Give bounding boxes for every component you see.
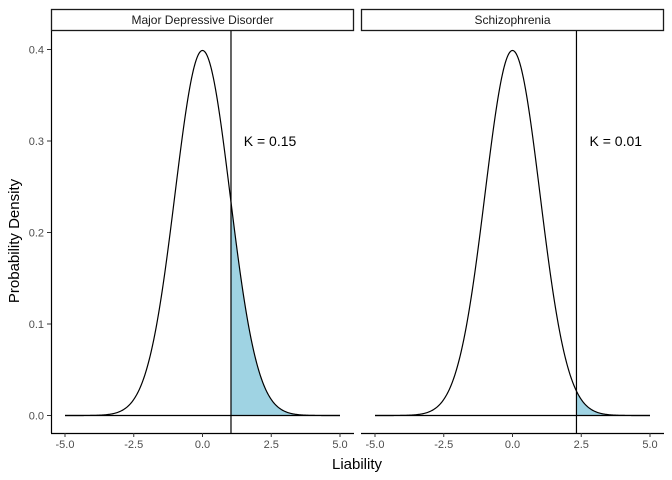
- x-tick-label: 5.0: [642, 439, 657, 451]
- x-tick-label: 0.0: [195, 439, 210, 451]
- y-tick-label: 0.0: [29, 411, 44, 423]
- x-tick-label: -2.5: [124, 439, 143, 451]
- x-tick-label: 2.5: [574, 439, 589, 451]
- x-tick-label: 2.5: [264, 439, 279, 451]
- prevalence-annotation-2: K = 0.01: [590, 133, 643, 149]
- density-curve-2: [375, 49, 650, 417]
- y-tick-label: 0.2: [29, 228, 44, 240]
- x-tick-label: -2.5: [434, 439, 453, 451]
- x-tick-label: -5.0: [366, 439, 385, 451]
- x-tick-label: -5.0: [56, 439, 75, 451]
- y-tick-label: 0.3: [29, 136, 44, 148]
- prevalence-annotation-1: K = 0.15: [244, 133, 297, 149]
- y-axis-title: Probability Density: [6, 178, 23, 303]
- x-tick-label: 5.0: [332, 439, 347, 451]
- facet-strip-title-2: Schizophrenia: [474, 13, 550, 27]
- shaded-tail-area-1: [230, 202, 340, 416]
- shaded-tail-area-2: [576, 391, 650, 416]
- y-tick-label: 0.1: [29, 319, 44, 331]
- facet-strip-title-1: Major Depressive Disorder: [131, 13, 273, 27]
- x-tick-label: 0.0: [505, 439, 520, 451]
- facet-strip-1: [50, 8, 355, 32]
- facet-strip-2: [360, 8, 665, 32]
- x-axis-title: Liability: [332, 456, 383, 473]
- density-curve-1: [65, 49, 340, 417]
- y-tick-label: 0.4: [29, 45, 44, 57]
